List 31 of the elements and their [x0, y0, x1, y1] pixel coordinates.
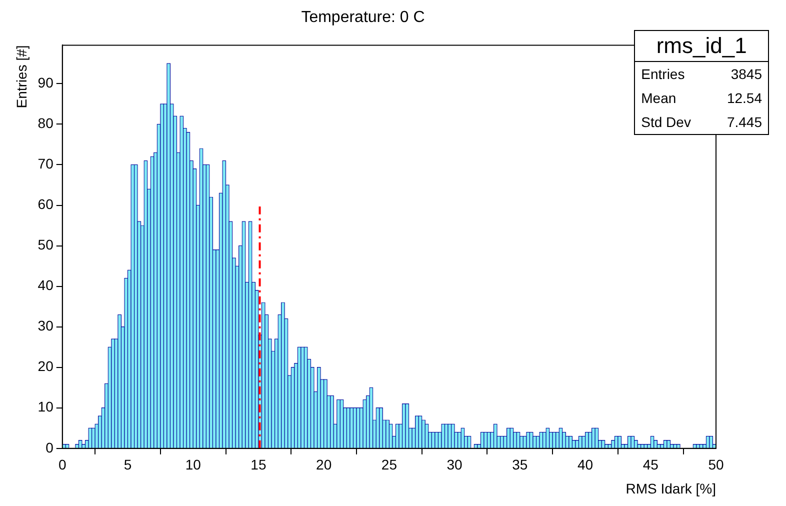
y-tick-label: 20 [38, 358, 54, 374]
text: 3845 [730, 65, 763, 84]
x-tick-label: 5 [124, 456, 132, 473]
x-tick-label: 45 [642, 456, 659, 473]
y-tick-label: 0 [46, 439, 54, 456]
y-tick-label: 10 [38, 398, 54, 415]
y-tick-label: 80 [38, 115, 54, 132]
x-tick-label: 20 [316, 456, 332, 473]
annotation: Entries [640, 65, 686, 84]
annotation: Std Dev [640, 113, 692, 132]
y-tick-label: 60 [38, 196, 54, 212]
text: 7.445 [726, 113, 763, 132]
chart-title: Temperature: 0 C [301, 9, 425, 26]
y-tick-label: 50 [38, 236, 54, 253]
x-tick-label: 25 [381, 456, 398, 473]
x-tick-label: 40 [577, 456, 594, 473]
x-tick-label: 15 [250, 456, 266, 473]
y-tick-label: 70 [38, 156, 54, 172]
y-tick-label: 30 [38, 318, 54, 334]
x-tick-label: 30 [446, 456, 463, 473]
x-axis-title: RMS Idark [%] [626, 480, 716, 496]
y-tick-label: 90 [38, 74, 54, 91]
y-tick-label: 40 [38, 277, 54, 294]
annotation: rms_id_1 [634, 30, 768, 62]
x-tick-label: 0 [58, 456, 66, 473]
text: 12.54 [726, 89, 763, 108]
x-tick-label: 10 [185, 456, 202, 473]
annotation: Mean [640, 89, 678, 108]
x-tick-label: 35 [512, 456, 528, 473]
x-tick-label: 50 [708, 456, 724, 473]
y-axis-title: Entries [#] [13, 45, 30, 108]
